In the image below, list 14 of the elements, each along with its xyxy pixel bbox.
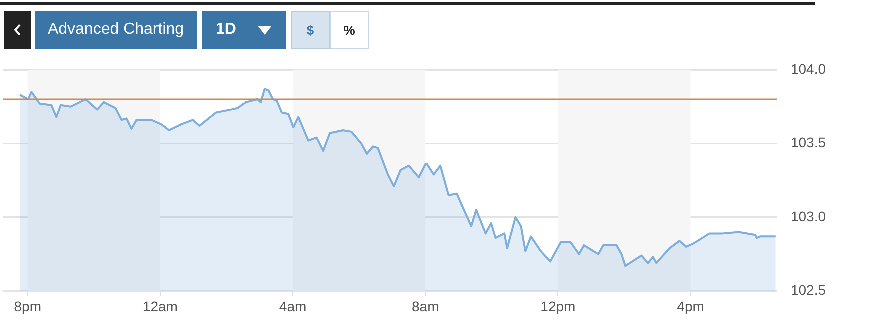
period-dropdown: 1D [202,11,286,49]
x-tick-label: 8pm [14,298,42,314]
y-tick-label: 103.0 [790,208,826,224]
y-tick-label: 102.5 [790,282,826,298]
x-tick-label: 12pm [540,298,576,314]
x-tick-label: 4pm [677,298,704,314]
dollar-toggle: $ [291,11,330,49]
x-tick-label: 8am [412,298,440,314]
x-tick-label: 4am [279,298,307,314]
advanced-charting-button: Advanced Charting [35,11,197,49]
y-tick-label: 103.5 [790,134,826,151]
x-tick-label: 12am [142,298,178,314]
percent-toggle: % [330,11,369,49]
y-tick-label: 104.0 [790,60,826,77]
